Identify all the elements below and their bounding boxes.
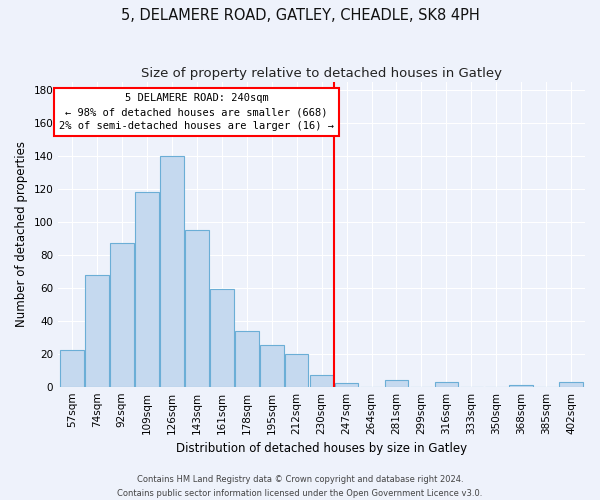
Bar <box>85 274 109 386</box>
Bar <box>235 330 259 386</box>
Bar <box>110 243 134 386</box>
Bar <box>434 382 458 386</box>
Bar <box>559 382 583 386</box>
Bar <box>210 290 233 386</box>
Bar <box>60 350 84 386</box>
X-axis label: Distribution of detached houses by size in Gatley: Distribution of detached houses by size … <box>176 442 467 455</box>
Bar <box>509 385 533 386</box>
Bar <box>185 230 209 386</box>
Text: 5 DELAMERE ROAD: 240sqm
← 98% of detached houses are smaller (668)
2% of semi-de: 5 DELAMERE ROAD: 240sqm ← 98% of detache… <box>59 93 334 131</box>
Title: Size of property relative to detached houses in Gatley: Size of property relative to detached ho… <box>141 68 502 80</box>
Bar <box>285 354 308 386</box>
Bar <box>135 192 158 386</box>
Bar <box>160 156 184 386</box>
Bar <box>335 384 358 386</box>
Text: 5, DELAMERE ROAD, GATLEY, CHEADLE, SK8 4PH: 5, DELAMERE ROAD, GATLEY, CHEADLE, SK8 4… <box>121 8 479 22</box>
Text: Contains HM Land Registry data © Crown copyright and database right 2024.
Contai: Contains HM Land Registry data © Crown c… <box>118 476 482 498</box>
Y-axis label: Number of detached properties: Number of detached properties <box>15 141 28 327</box>
Bar <box>385 380 409 386</box>
Bar <box>310 375 334 386</box>
Bar <box>260 346 284 387</box>
